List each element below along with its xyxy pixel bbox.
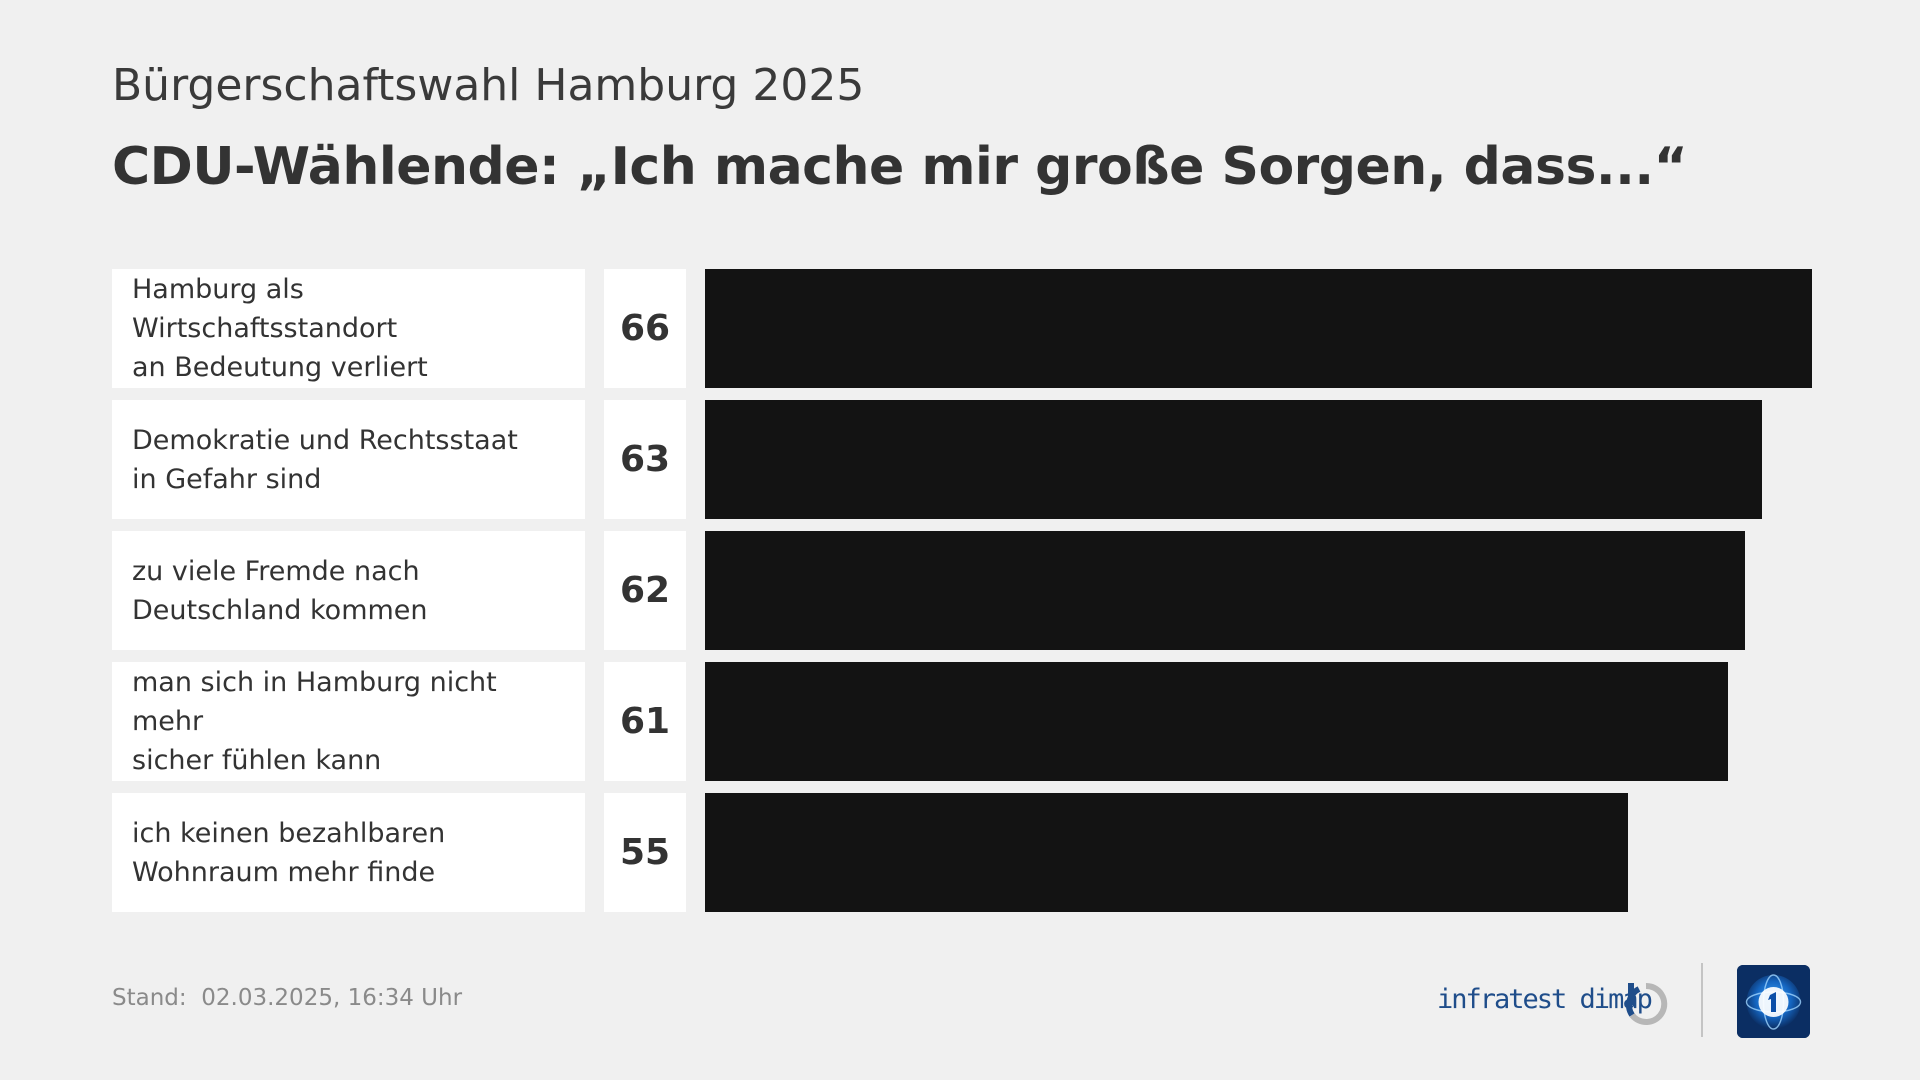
footer-divider: [1701, 963, 1703, 1037]
ard-tagesschau-logo-icon: [1737, 965, 1810, 1038]
category-label-box: man sich in Hamburg nicht mehr sicher füh…: [112, 662, 585, 781]
chart-title: CDU-Wählende: „Ich mache mir große Sorge…: [112, 137, 1688, 197]
bar-chart: Hamburg als Wirtschaftsstandort an Bedeut…: [112, 269, 1812, 914]
stand-value: 02.03.2025, 16:34 Uhr: [201, 985, 463, 1011]
value-label: 61: [619, 701, 671, 742]
category-label-box: Demokratie und Rechtsstaat in Gefahr sind: [112, 400, 585, 519]
category-label-box: zu viele Fremde nach Deutschland kommen: [112, 531, 585, 650]
chart-row: Hamburg als Wirtschaftsstandort an Bedeut…: [112, 269, 1812, 388]
chart-row: zu viele Fremde nach Deutschland kommen 62: [112, 531, 1812, 650]
chart-row: Demokratie und Rechtsstaat in Gefahr sind…: [112, 400, 1812, 519]
value-label-box: 55: [604, 793, 686, 912]
bar: [705, 793, 1628, 912]
brand-name: infratest dimap: [1437, 984, 1653, 1015]
chart-subtitle: Bürgerschaftswahl Hamburg 2025: [112, 60, 865, 111]
value-label: 62: [619, 570, 671, 611]
value-label-box: 62: [604, 531, 686, 650]
category-label-box: Hamburg als Wirtschaftsstandort an Bedeut…: [112, 269, 585, 388]
category-label: ich keinen bezahlbaren Wohnraum mehr find…: [132, 817, 446, 888]
value-label-box: 61: [604, 662, 686, 781]
value-label-box: 63: [604, 400, 686, 519]
value-label: 63: [619, 439, 671, 480]
value-label-box: 66: [604, 269, 686, 388]
infratest-dimap-logo-icon: [1626, 982, 1668, 1025]
value-label: 66: [619, 308, 671, 349]
category-label: Demokratie und Rechtsstaat in Gefahr sind: [132, 424, 518, 495]
bar: [705, 400, 1762, 519]
category-label: Hamburg als Wirtschaftsstandort an Bedeut…: [132, 274, 428, 383]
chart-row: man sich in Hamburg nicht mehr sicher füh…: [112, 662, 1812, 781]
value-label: 55: [619, 832, 671, 873]
stand-label: Stand:: [112, 985, 187, 1011]
timestamp: Stand: 02.03.2025, 16:34 Uhr: [112, 985, 462, 1011]
category-label: zu viele Fremde nach Deutschland kommen: [132, 555, 428, 626]
bar: [705, 662, 1728, 781]
category-label-box: ich keinen bezahlbaren Wohnraum mehr find…: [112, 793, 585, 912]
chart-row: ich keinen bezahlbaren Wohnraum mehr find…: [112, 793, 1812, 912]
bar: [705, 531, 1745, 650]
bar: [705, 269, 1812, 388]
category-label: man sich in Hamburg nicht mehr sicher füh…: [132, 667, 497, 776]
